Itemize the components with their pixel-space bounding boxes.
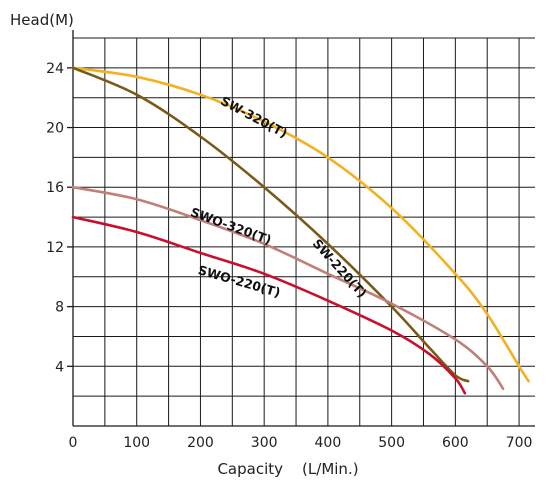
curve-labels: SW-320(T)SW-220(T)SWO-320(T)SWO-220(T) bbox=[189, 93, 370, 300]
x-tick-label: 500 bbox=[378, 435, 405, 451]
curve-label-swo-220-t: SWO-220(T) bbox=[196, 262, 282, 300]
axes: 0 100 200 300 400 500 600 700 4 8 12 16 20 24 bbox=[46, 30, 535, 451]
series-line-swo-220-t bbox=[71, 215, 467, 395]
series-lines bbox=[71, 66, 530, 395]
x-tick-label: 700 bbox=[506, 435, 533, 451]
x-tick-label: 100 bbox=[123, 435, 150, 451]
y-tick-label: 16 bbox=[46, 180, 64, 196]
y-tick-label: 8 bbox=[55, 300, 64, 316]
curve-label-swo-320-t: SWO-320(T) bbox=[189, 204, 274, 247]
series-line-sw-220-t bbox=[71, 66, 470, 383]
grid bbox=[72, 37, 535, 426]
x-tick-label: 200 bbox=[187, 435, 214, 451]
x-tick-label: 400 bbox=[315, 435, 342, 451]
y-tick-label: 4 bbox=[55, 359, 64, 375]
series-line-sw-320-t bbox=[71, 66, 530, 383]
x-tick-label: 600 bbox=[442, 435, 469, 451]
x-tick-label: 0 bbox=[69, 435, 78, 451]
curve-label-sw-320-t: SW-320(T) bbox=[218, 93, 290, 141]
y-tick-label: 20 bbox=[46, 121, 64, 137]
series-line-swo-320-t bbox=[71, 185, 505, 390]
x-axis-title: Capacity (L/Min.) bbox=[217, 460, 358, 478]
x-tick-label: 300 bbox=[251, 435, 278, 451]
y-axis-title: Head(M) bbox=[10, 11, 74, 29]
y-tick-label: 12 bbox=[46, 240, 64, 256]
y-tick-label: 24 bbox=[46, 61, 64, 77]
